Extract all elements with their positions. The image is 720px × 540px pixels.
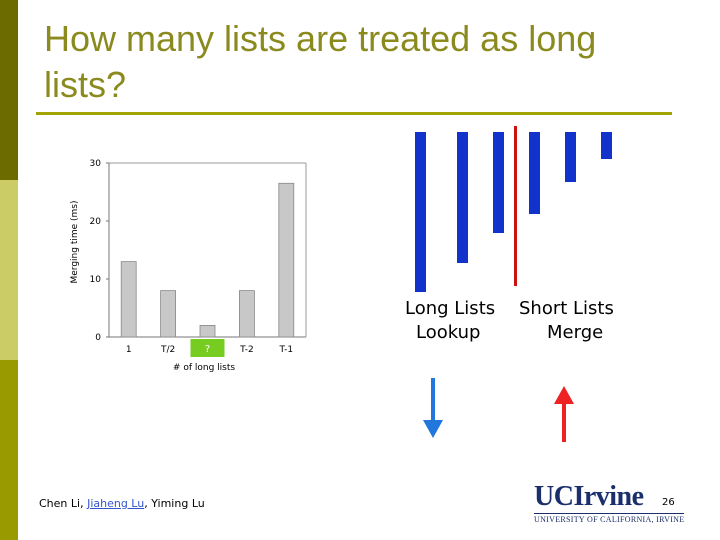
page-number: 26 (662, 497, 675, 508)
x-tick-label: ? (205, 344, 210, 355)
sidebar-decoration (0, 0, 18, 540)
title-underline (36, 112, 672, 115)
chart-bar (278, 182, 295, 338)
chart-bar (238, 290, 255, 338)
footer-authors: Chen Li, Jiaheng Lu, Yiming Lu (39, 497, 205, 510)
short-list-bar (601, 132, 612, 159)
sidebar-block-mid (0, 360, 18, 540)
short-lists-label: Short Lists (519, 298, 614, 319)
down-arrow-icon (423, 378, 443, 438)
chart-x-label: # of long lists (173, 363, 235, 373)
question-box (190, 339, 225, 357)
chart-axes (108, 162, 307, 338)
y-tick-label: 0 (95, 333, 101, 343)
author-yiming-lu: , Yiming Lu (144, 497, 205, 510)
chart-y-ticks: 0 10 20 30 (90, 159, 109, 343)
short-list-bar (529, 132, 540, 214)
lookup-label: Lookup (416, 322, 481, 343)
sidebar-block-dark (0, 0, 18, 180)
chart-bar (199, 324, 216, 338)
author-link-jiaheng-lu[interactable]: Jiaheng Lu (87, 497, 145, 510)
merge-label: Merge (547, 322, 604, 343)
divider-line (514, 126, 517, 286)
sidebar-block-light (0, 180, 18, 360)
short-list-bar (565, 132, 576, 182)
y-tick-label: 20 (90, 217, 102, 227)
long-list-bar (415, 132, 426, 292)
uci-logo: UCIrvine UNIVERSITY OF CALIFORNIA, IRVIN… (534, 481, 685, 524)
y-tick-label: 30 (90, 159, 102, 169)
chart-bars (120, 182, 295, 338)
x-tick-label: T-1 (278, 345, 293, 355)
lists-diagram (415, 126, 612, 292)
up-arrow-icon (554, 386, 574, 442)
x-tick-label: T-2 (239, 345, 254, 355)
chart-x-ticks: 1 T/2? T-2 T-1 (126, 339, 293, 357)
merging-time-chart: Merging time (ms) 0 10 20 30 1 T/2? T-2 T-1 # … (70, 159, 307, 373)
chart-y-label: Merging time (ms) (70, 200, 80, 283)
x-tick-label: 1 (126, 345, 132, 355)
y-tick-label: 10 (90, 275, 102, 285)
logo-wordmark: UCIrvine (534, 481, 644, 512)
logo-subtitle: UNIVERSITY OF CALIFORNIA, IRVINE (534, 513, 685, 524)
long-lists-label: Long Lists (405, 298, 496, 319)
slide-title: How many lists are treated as long lists… (44, 18, 597, 105)
chart-bar (120, 261, 137, 338)
long-list-bar (457, 132, 468, 263)
chart-bar (160, 290, 176, 338)
author-chen-li: Chen Li, (39, 497, 88, 510)
long-list-bar (493, 132, 504, 233)
x-tick-label: T/2 (160, 345, 175, 355)
